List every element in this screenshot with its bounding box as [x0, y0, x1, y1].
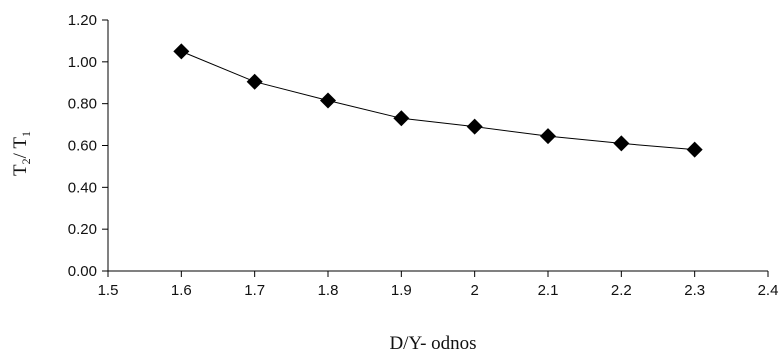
- x-tick-label: 2.3: [684, 282, 705, 299]
- data-point-marker: [686, 141, 703, 158]
- y-tick-label: 0.40: [68, 179, 97, 196]
- x-axis-ticks: 1.5 1.6 1.7 1.8 1.9 2 2.1 2.2 2.3 2.4: [98, 271, 779, 299]
- series-line: [181, 50, 695, 151]
- data-point-marker: [613, 135, 630, 152]
- y-tick-label: 0.00: [68, 263, 97, 280]
- data-point-marker: [246, 73, 263, 90]
- x-tick-label: 1.7: [244, 282, 265, 299]
- x-tick-label: 1.5: [98, 282, 119, 299]
- data-point-marker: [393, 110, 410, 127]
- data-point-marker: [466, 118, 483, 135]
- plot-area: 0.000.200.400.600.801.001.20 1.5 1.6 1.7 1.…: [68, 12, 779, 299]
- x-axis-title: D/Y- odnos: [389, 333, 476, 354]
- data-point-marker: [173, 43, 190, 60]
- x-tick-label: 2.2: [611, 282, 632, 299]
- x-tick-label: 2.4: [758, 282, 779, 299]
- x-tick-label: 2.1: [538, 282, 559, 299]
- y-tick-label: 0.60: [68, 138, 97, 155]
- x-tick-label: 1.6: [171, 282, 192, 299]
- data-point-marker: [540, 128, 556, 145]
- y-tick-label: 0.20: [68, 221, 97, 238]
- y-axis-ticks: 0.00 0.20 0.40 0.60 0.80 1.00 1.20: [68, 12, 108, 280]
- data-point-marker: [320, 92, 336, 109]
- data-series: [173, 43, 703, 158]
- y-tick-label: 1.20: [68, 12, 97, 29]
- x-tick-label: 2: [470, 282, 478, 299]
- x-tick-label: 1.8: [318, 282, 339, 299]
- x-tick-label: 1.9: [391, 282, 412, 299]
- y-axis-title: T2/ T1: [10, 131, 33, 176]
- y-tick-label: 1.00: [68, 54, 97, 71]
- y-tick-label: 0.80: [68, 96, 97, 113]
